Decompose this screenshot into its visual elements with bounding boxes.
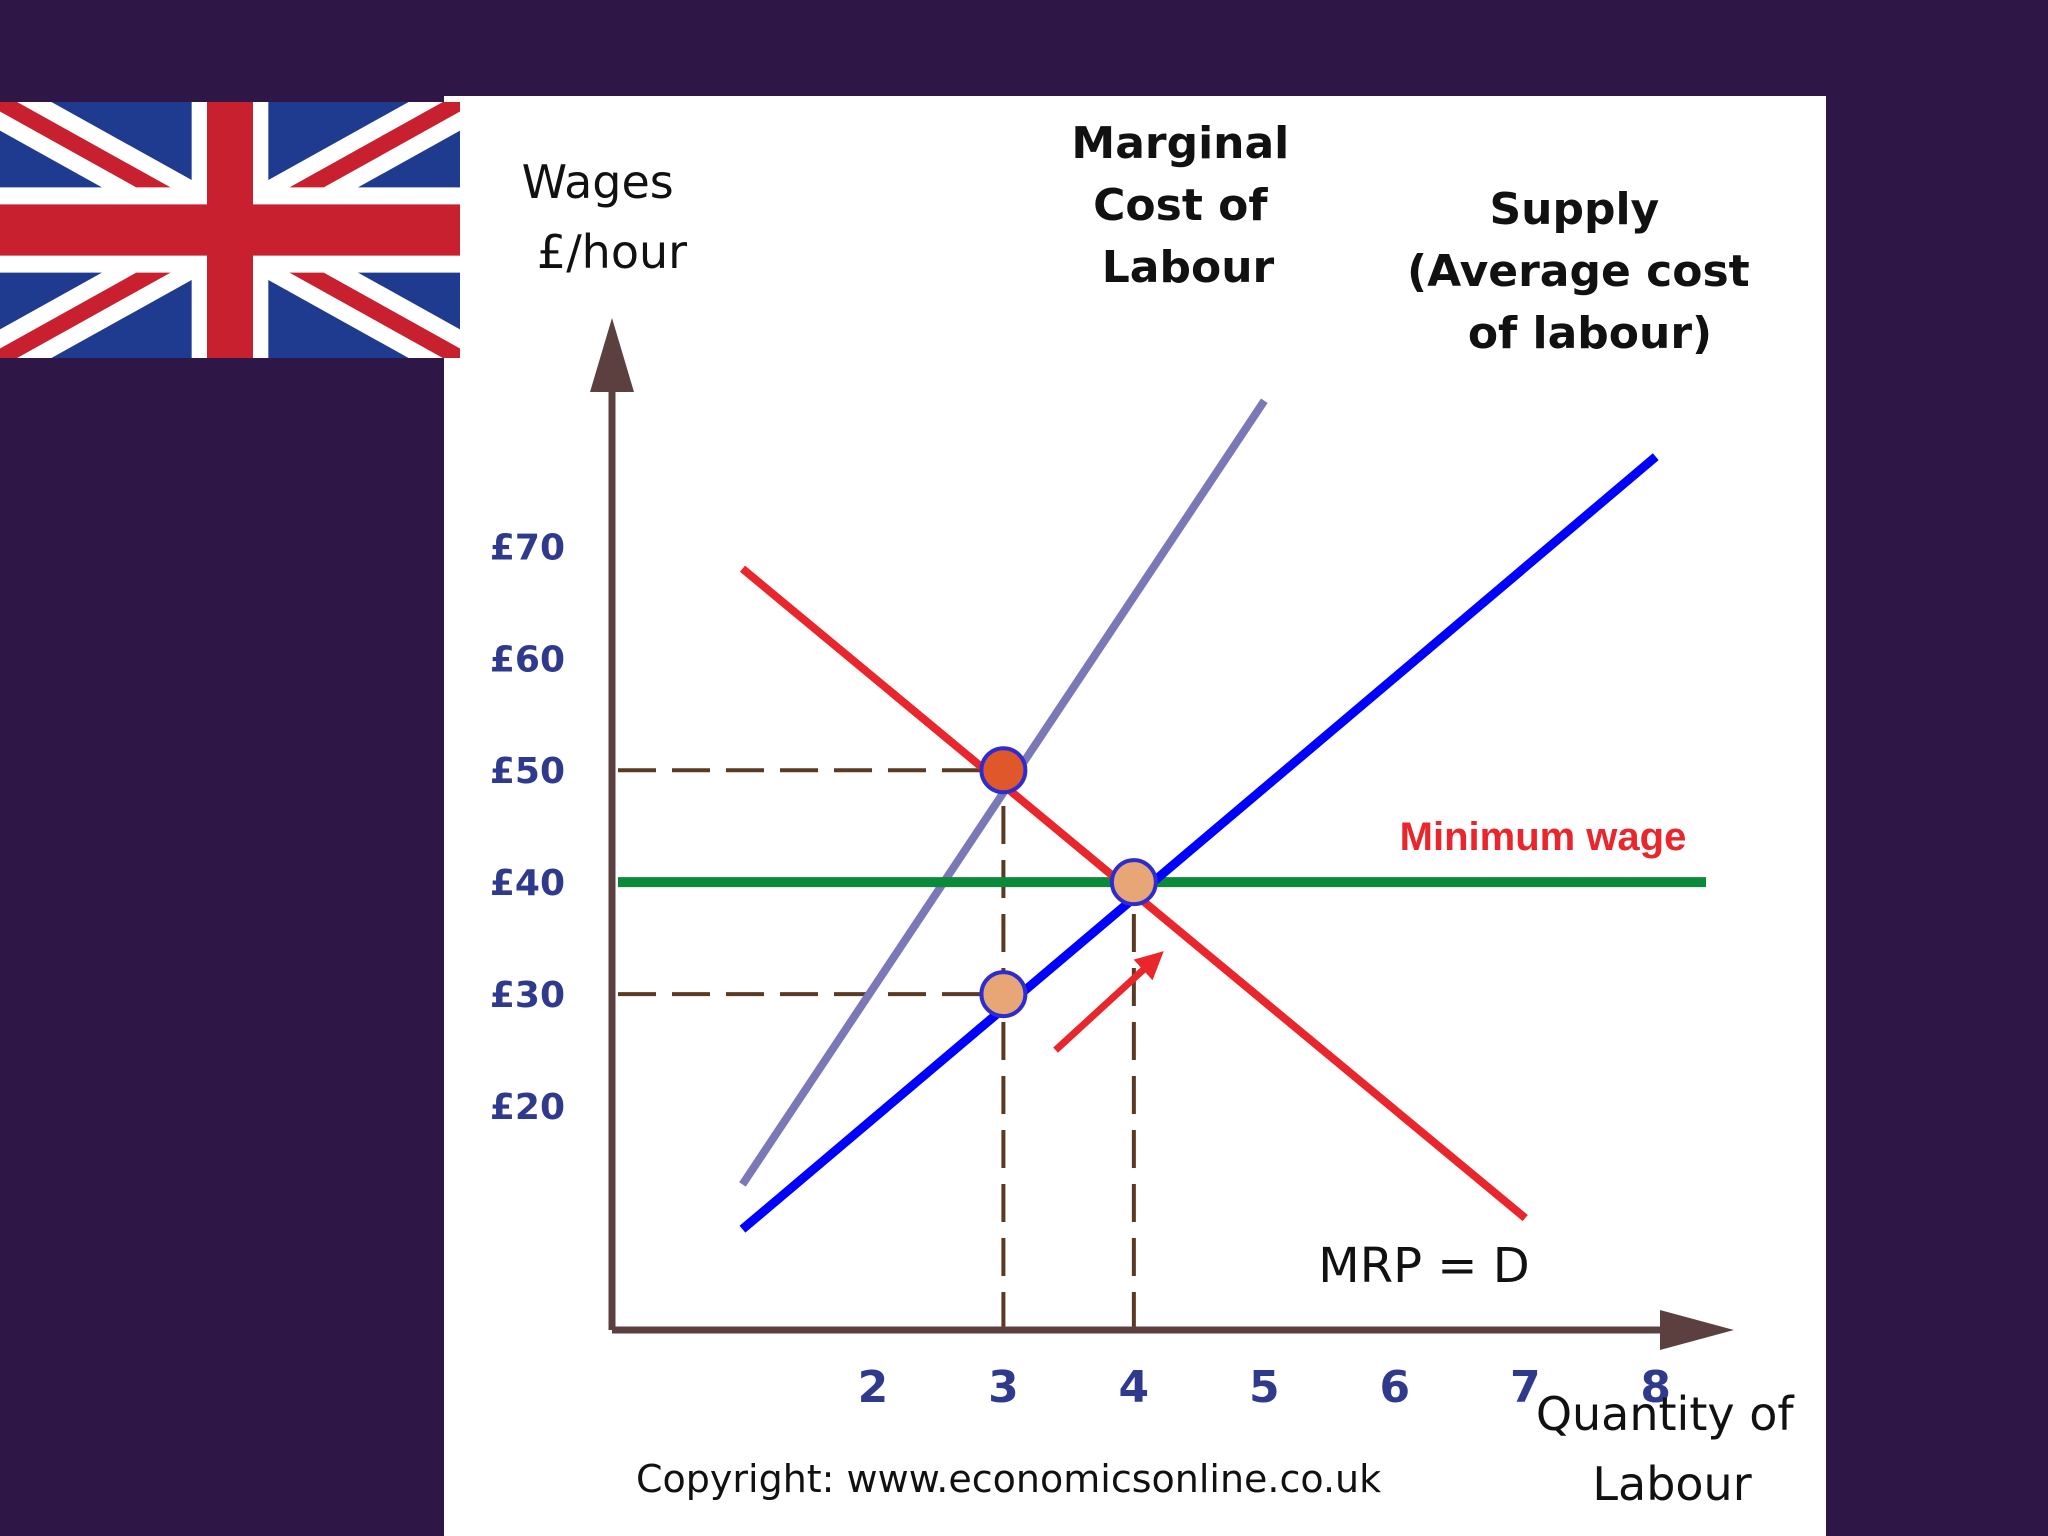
x-tick-label: 8 xyxy=(1640,1362,1671,1413)
equilibrium-points xyxy=(979,746,1158,1019)
point-minimum-wage-equilibrium xyxy=(1109,858,1158,907)
y-axis-label-line-1: Wages xyxy=(522,155,674,209)
copyright-text: Copyright: www.economicsonline.co.uk xyxy=(636,1457,1381,1501)
x-tick-label: 6 xyxy=(1379,1362,1410,1413)
mcl-label-line-2: Cost of xyxy=(1093,180,1268,231)
x-tick-labels: 2 3 4 5 6 7 8 xyxy=(858,1362,1671,1413)
movement-arrow xyxy=(1053,951,1164,1053)
mcl-label-line-1: Marginal xyxy=(1071,118,1289,169)
x-tick-label: 7 xyxy=(1510,1362,1541,1413)
y-tick-label: £30 xyxy=(490,975,565,1016)
x-axis-label-line-1: Quantity of xyxy=(1536,1387,1796,1441)
x-tick-label: 3 xyxy=(988,1362,1019,1413)
y-tick-label: £70 xyxy=(490,527,565,568)
supply-label-line-2: (Average cost xyxy=(1407,246,1750,297)
y-tick-label: £40 xyxy=(490,863,565,904)
supply-line xyxy=(739,453,1659,1233)
y-tick-label: £60 xyxy=(490,639,565,680)
mcl-label: Marginal Cost of Labour xyxy=(1071,118,1304,293)
y-tick-labels: £20 £30 £40 £50 £60 £70 xyxy=(490,527,565,1128)
x-axis-arrowhead xyxy=(1660,1310,1734,1350)
y-axis-label-line-2: £/hour xyxy=(537,225,687,279)
y-tick-label: £20 xyxy=(490,1087,565,1128)
mrp-label: MRP = D xyxy=(1318,1238,1529,1294)
x-axis-label-line-2: Labour xyxy=(1592,1457,1751,1511)
y-axis-label: Wages £/hour xyxy=(522,155,689,279)
x-tick-label: 2 xyxy=(858,1362,889,1413)
minimum-wage-label: Minimum wage xyxy=(1400,815,1687,859)
supply-label-line-1: Supply xyxy=(1489,184,1659,235)
y-axis-arrowhead xyxy=(590,318,634,392)
x-tick-label: 5 xyxy=(1249,1362,1280,1413)
x-axis-label: Quantity of Labour xyxy=(1536,1387,1808,1511)
union-jack-flag xyxy=(0,102,460,358)
mcl-label-line-3: Labour xyxy=(1102,242,1275,293)
point-monopsony-wage xyxy=(979,746,1028,795)
supply-label-line-3: of labour) xyxy=(1468,308,1712,359)
x-tick-label: 4 xyxy=(1119,1362,1150,1413)
supply-label: Supply (Average cost of labour) xyxy=(1407,184,1765,359)
point-monopsony-supply xyxy=(979,970,1028,1019)
y-tick-label: £50 xyxy=(490,751,565,792)
